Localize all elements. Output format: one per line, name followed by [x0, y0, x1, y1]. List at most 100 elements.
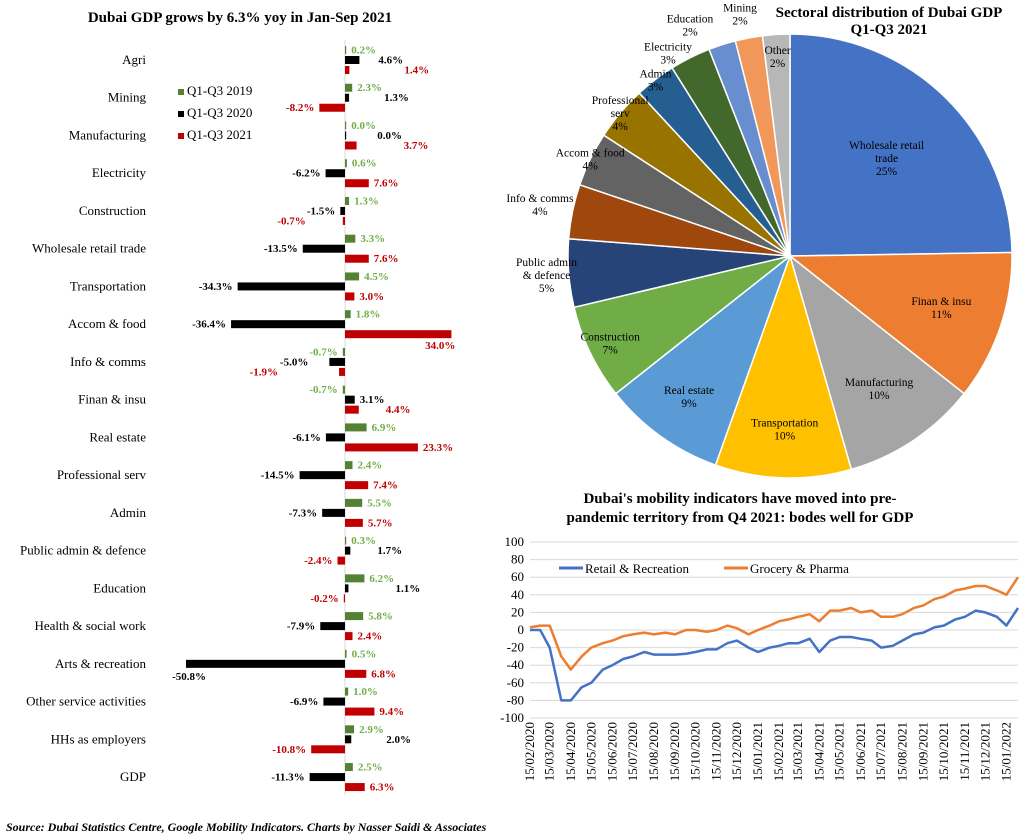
- data-label: -0.2%: [310, 593, 338, 605]
- slice-label: Info & comms 4%: [506, 193, 574, 218]
- x-tick-label: 15/06/2021: [853, 722, 868, 781]
- data-label: 2.5%: [358, 762, 383, 774]
- legend-swatch: [178, 133, 184, 139]
- slice-name: Construction: [580, 332, 640, 344]
- data-label: -5.0%: [280, 356, 308, 368]
- bar-q1-q3-2021: [339, 367, 345, 376]
- pie-slice: [714, 253, 853, 479]
- slice-percent: 7%: [603, 345, 619, 357]
- bar-q1-q3-2020: [302, 244, 345, 253]
- slice-percent: 2%: [682, 27, 698, 39]
- x-tick-label: 15/12/2020: [729, 722, 744, 781]
- slice-percent: 2%: [770, 58, 786, 70]
- bar-q1-q3-2021: [311, 745, 345, 754]
- bar-q1-q3-2020: [329, 357, 345, 366]
- series-line: [530, 607, 1020, 702]
- x-tick-label: 15/02/2020: [522, 722, 537, 781]
- data-label: 5.5%: [367, 497, 392, 509]
- bar-q1-q3-2019: [345, 687, 349, 696]
- source-note: Source: Dubai Statistics Centre, Google …: [6, 820, 487, 834]
- slice-label: Other 2%: [764, 45, 790, 70]
- slice-label: Real estate 9%: [664, 385, 714, 410]
- bar-q1-q3-2021: [345, 254, 369, 263]
- x-tick-label: 15/07/2020: [625, 722, 640, 781]
- category-label: Transportation: [70, 278, 147, 293]
- slice-name: Education: [667, 14, 714, 26]
- category-label: Info & comms: [70, 354, 146, 369]
- data-label: 4.4%: [386, 404, 411, 416]
- slice-percent: 4%: [532, 206, 548, 218]
- bar-q1-q3-2020: [309, 773, 345, 782]
- chart-title: Sectoral distribution of Dubai GDP: [776, 5, 1003, 21]
- category-label: Professional serv: [57, 467, 147, 482]
- data-label: 23.3%: [423, 442, 453, 454]
- bar-q1-q3-2021: [345, 481, 369, 490]
- bar-q1-q3-2019: [345, 272, 360, 281]
- data-label: 2.4%: [358, 631, 383, 643]
- data-label: 1.3%: [384, 92, 409, 104]
- x-tick-label: 15/06/2020: [604, 722, 619, 781]
- category-label: Finan & insu: [78, 392, 146, 407]
- data-label: 0.6%: [352, 158, 377, 170]
- slice-name: & defence: [523, 270, 571, 282]
- bar-q1-q3-2021: [319, 103, 345, 112]
- bar-q1-q3-2021: [345, 292, 355, 301]
- bar-q1-q3-2019: [345, 498, 363, 507]
- bar-q1-q3-2020: [323, 697, 345, 706]
- y-tick-label: -60: [507, 675, 524, 690]
- gdp-growth-bar-chart: Dubai GDP grows by 6.3% yoy in Jan-Sep 2…: [20, 10, 455, 795]
- slice-name: Admin: [640, 69, 672, 81]
- bar-q1-q3-2021: [345, 632, 353, 641]
- bar-q1-q3-2021: [343, 594, 345, 603]
- x-tick-label: 15/07/2021: [873, 722, 888, 781]
- pie-slice: [788, 253, 966, 471]
- slice-name: Professional: [592, 95, 649, 107]
- data-label: -6.2%: [292, 168, 320, 180]
- series-line: [529, 576, 1020, 671]
- slice-name: Electricity: [644, 42, 692, 54]
- data-label: -7.9%: [287, 621, 315, 633]
- legend-entry: Grocery & Pharma: [750, 561, 849, 576]
- legend-entry: Q1-Q3 2021: [187, 127, 252, 142]
- sector-pie-chart: Sectoral distribution of Dubai GDPQ1-Q3 …: [506, 3, 1013, 479]
- y-tick-label: 60: [511, 569, 524, 584]
- bar-q1-q3-2021: [345, 443, 418, 452]
- category-label: Mining: [108, 90, 147, 105]
- pie-slice: [614, 253, 792, 467]
- slice-percent: 4%: [583, 161, 599, 173]
- chart-subtitle: Q1-Q3 2021: [850, 22, 927, 38]
- slice-name: Transportation: [751, 418, 819, 430]
- data-label: 0.0%: [351, 120, 376, 132]
- data-label: -14.5%: [261, 470, 295, 482]
- slice-percent: 11%: [931, 309, 952, 321]
- x-tick-label: 15/11/2020: [708, 722, 723, 781]
- data-label: 0.5%: [352, 648, 377, 660]
- x-tick-label: 15/01/2021: [750, 722, 765, 781]
- bar-q1-q3-2019: [345, 121, 347, 130]
- slice-name: Mining: [723, 3, 757, 15]
- data-label: 4.5%: [364, 271, 389, 283]
- bar-q1-q3-2020: [237, 282, 345, 291]
- pie-slice: [761, 33, 791, 257]
- mobility-line-chart: Dubai's mobility indicators have moved i…: [500, 491, 1020, 781]
- data-label: 3.3%: [360, 233, 385, 245]
- category-label: Wholesale retail trade: [32, 241, 146, 256]
- bar-q1-q3-2019: [345, 612, 364, 621]
- legend-entry: Q1-Q3 2020: [187, 105, 252, 120]
- slice-percent: 2%: [732, 16, 748, 28]
- data-label: -1.5%: [307, 205, 335, 217]
- y-tick-label: 80: [511, 552, 524, 567]
- x-tick-label: 15/05/2020: [583, 722, 598, 781]
- bar-q1-q3-2019: [342, 347, 345, 356]
- slice-name: Info & comms: [506, 193, 574, 205]
- data-label: 1.3%: [354, 195, 379, 207]
- data-label: 7.6%: [374, 253, 399, 265]
- y-tick-label: -80: [507, 692, 524, 707]
- slice-label: Manufacturing 10%: [845, 377, 914, 402]
- bar-q1-q3-2020: [322, 508, 345, 517]
- data-label: -2.4%: [304, 555, 332, 567]
- slice-label: Wholesale retail trade 25%: [849, 140, 924, 178]
- category-label: Accom & food: [68, 316, 146, 331]
- slice-name: Other: [764, 45, 790, 57]
- bar-q1-q3-2021: [345, 179, 369, 188]
